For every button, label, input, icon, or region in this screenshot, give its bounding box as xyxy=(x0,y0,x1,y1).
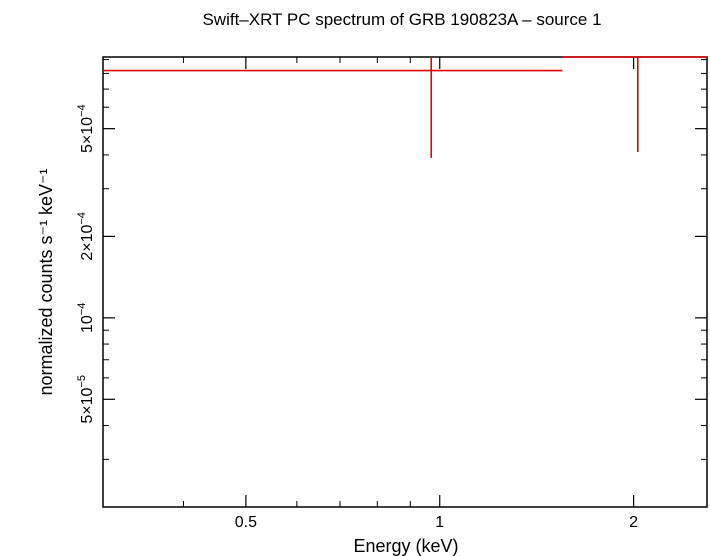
y-axis-ticks: 5×10−5 10−4 2×10−4 5×10−4 xyxy=(76,59,707,460)
chart-title: Swift–XRT PC spectrum of GRB 190823A – s… xyxy=(202,10,601,29)
x-tick-label: 1 xyxy=(435,514,444,531)
y-tick-label: 10−4 xyxy=(76,303,96,333)
y-axis-label: normalized counts s⁻¹ keV⁻¹ xyxy=(36,168,56,395)
y-tick-label: 5×10−5 xyxy=(76,375,96,424)
y-tick-label: 2×10−4 xyxy=(76,212,96,261)
x-tick-label: 0.5 xyxy=(235,514,257,531)
x-axis-label: Energy (keV) xyxy=(353,536,458,556)
x-axis-ticks: 0.5 1 2 xyxy=(102,57,638,531)
plot-frame xyxy=(102,56,708,508)
x-tick-label: 2 xyxy=(629,514,638,531)
data-point xyxy=(103,57,563,158)
data-point xyxy=(562,56,707,152)
data-series xyxy=(103,56,707,158)
y-tick-label: 5×10−4 xyxy=(76,104,96,153)
